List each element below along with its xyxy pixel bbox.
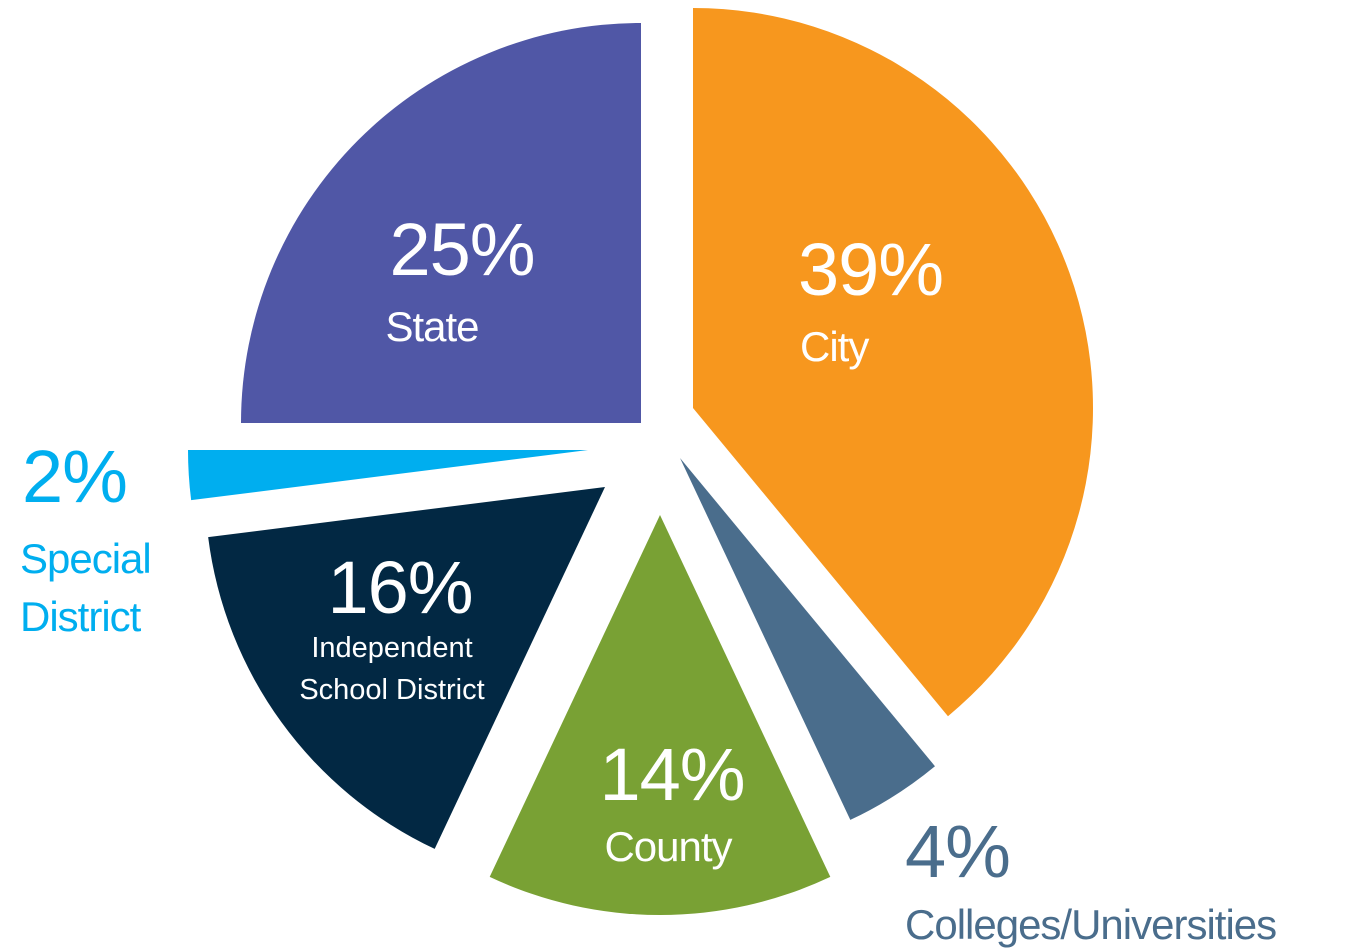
slice bbox=[241, 23, 641, 423]
slice-label: County bbox=[604, 823, 732, 870]
slice bbox=[188, 450, 588, 501]
value-label: 25% bbox=[389, 208, 535, 291]
value-label: 4% bbox=[905, 810, 1011, 893]
value-label: 39% bbox=[798, 228, 944, 311]
slice bbox=[489, 515, 831, 915]
slice-label: State bbox=[385, 303, 479, 350]
slice bbox=[680, 458, 935, 820]
value-label: 2% bbox=[22, 435, 128, 518]
slice-label: Independent School District bbox=[299, 632, 485, 706]
slice bbox=[208, 487, 605, 849]
slice-label: Colleges/Universities bbox=[905, 901, 1277, 948]
slice-label: City bbox=[800, 323, 869, 370]
value-label: 16% bbox=[327, 546, 473, 629]
value-label: 14% bbox=[599, 733, 745, 816]
slice-label: Special District bbox=[20, 535, 152, 640]
slice bbox=[693, 8, 1093, 717]
